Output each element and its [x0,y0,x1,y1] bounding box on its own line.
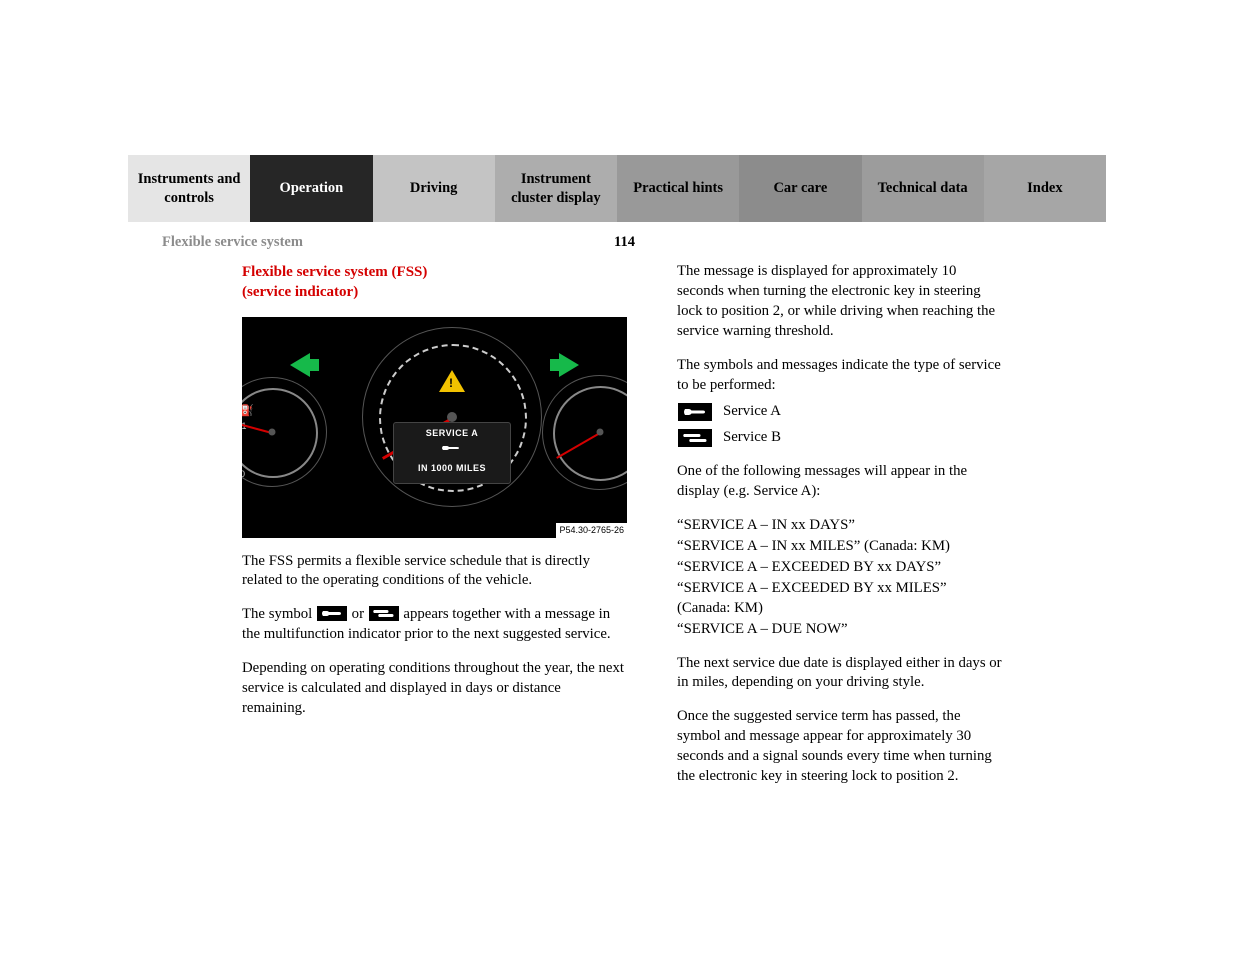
tab-car-care[interactable]: Car care [739,155,861,222]
tab-practical-hints[interactable]: Practical hints [617,155,739,222]
p2-text-a: The symbol [242,606,316,622]
p2-text-b: or [348,606,368,622]
left-paragraph-3: Depending on operating conditions throug… [242,659,627,719]
image-caption: P54.30-2765-26 [556,523,627,537]
temp-gauge: 20 10 0 [542,375,627,490]
left-paragraph-2: The symbol or appears together with a me… [242,605,627,645]
wrench-single-icon [678,403,712,421]
tab-instruments-controls[interactable]: Instruments and controls [128,155,250,222]
speedometer: SERVICE A IN 1000 MILES [362,327,542,507]
tab-driving[interactable]: Driving [373,155,495,222]
service-message: “SERVICE A – IN xx DAYS” [677,516,1002,536]
fuel-half-label: 1/2 [242,444,243,456]
heading-line1: Flexible service system (FSS) [242,262,627,282]
tab-instrument-cluster-display[interactable]: Instrument cluster display [495,155,617,222]
right-paragraph-5: Once the suggested service term has pass… [677,707,1002,787]
tab-operation[interactable]: Operation [250,155,372,222]
wrench-single-icon [317,606,347,621]
fuel-gauge: ⛽ 1/1 1/2 0 [242,377,327,487]
service-a-row: Service A [677,402,1002,422]
right-column: The message is displayed for approximate… [677,262,1002,787]
wrench-icon [394,442,510,457]
nav-tabs: Instruments and controls Operation Drivi… [128,155,1106,222]
service-b-label: Service B [723,428,781,448]
service-message: “SERVICE A – EXCEEDED BY xx DAYS” [677,558,1002,578]
tab-index[interactable]: Index [984,155,1106,222]
content-area: Flexible service system (FSS) (service i… [242,262,1002,787]
multifunction-display: SERVICE A IN 1000 MILES [393,422,511,484]
fuel-icon: ⛽ [242,404,254,419]
heading-line2: (service indicator) [242,282,627,302]
turn-signal-left-icon [290,353,310,377]
display-miles-line: IN 1000 MILES [394,462,510,474]
service-a-label: Service A [723,402,781,422]
tab-technical-data[interactable]: Technical data [862,155,984,222]
right-paragraph-4: The next service due date is displayed e… [677,654,1002,694]
service-b-row: Service B [677,428,1002,448]
section-title: Flexible service system [162,234,303,251]
wrench-double-icon [369,606,399,621]
fuel-empty-label: 0 [242,468,245,480]
service-message: “SERVICE A – IN xx MILES” (Canada: KM) [677,537,1002,557]
wrench-double-icon [678,429,712,447]
dashboard-illustration: ⛽ 1/1 1/2 0 20 10 0 SERV [242,317,627,538]
right-paragraph-3: One of the following messages will appea… [677,462,1002,502]
warning-triangle-icon [439,370,465,392]
left-paragraph-1: The FSS permits a flexible service sched… [242,552,627,592]
service-message: “SERVICE A – EXCEEDED BY xx MILES” (Cana… [677,579,1002,619]
right-paragraph-2: The symbols and messages indicate the ty… [677,356,1002,396]
service-messages-list: “SERVICE A – IN xx DAYS” “SERVICE A – IN… [677,516,1002,640]
turn-signal-right-icon [559,353,579,377]
page-header: Flexible service system 114 [128,234,1106,251]
display-service-line: SERVICE A [394,427,510,439]
service-message: “SERVICE A – DUE NOW” [677,620,1002,640]
left-column: Flexible service system (FSS) (service i… [242,262,627,787]
heading: Flexible service system (FSS) (service i… [242,262,627,303]
right-paragraph-1: The message is displayed for approximate… [677,262,1002,342]
page-number: 114 [614,234,635,251]
